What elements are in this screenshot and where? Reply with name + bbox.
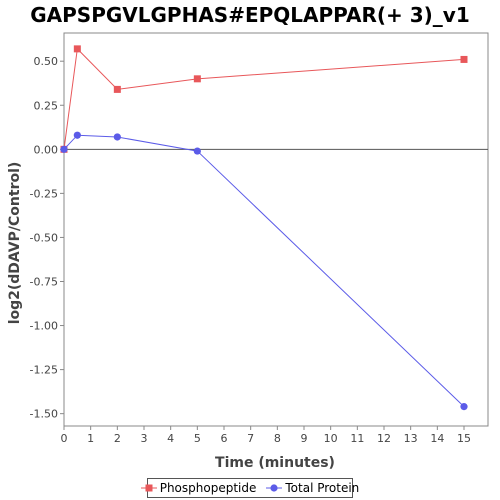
x-tick-label: 8 xyxy=(274,432,281,445)
x-tick-label: 12 xyxy=(377,432,391,445)
y-tick-label: -0.75 xyxy=(30,275,58,288)
x-tick-label: 7 xyxy=(247,432,254,445)
x-tick-label: 4 xyxy=(167,432,174,445)
x-tick-label: 11 xyxy=(350,432,364,445)
data-point-total-protein xyxy=(60,145,68,153)
x-tick-label: 2 xyxy=(114,432,121,445)
y-tick-label: -1.50 xyxy=(30,408,58,421)
data-point-phosphopeptide xyxy=(193,75,201,83)
y-axis-title: log2(dDAVP/Control) xyxy=(7,162,23,325)
plot-frame xyxy=(63,32,489,427)
legend-item-total-protein: Total Protein xyxy=(266,481,359,495)
legend-item-phosphopeptide: Phosphopeptide xyxy=(140,481,257,495)
x-tick-label: 0 xyxy=(61,432,68,445)
x-tick-label: 1 xyxy=(87,432,94,445)
legend-swatch-phosphopeptide xyxy=(140,484,157,492)
x-axis-title: Time (minutes) xyxy=(215,455,335,471)
y-tick-label: -1.00 xyxy=(30,320,58,333)
data-point-total-protein xyxy=(73,131,81,139)
data-point-total-protein xyxy=(193,147,201,155)
legend-label-total-protein: Total Protein xyxy=(285,481,360,495)
y-tick-label: -0.25 xyxy=(30,187,58,200)
data-point-phosphopeptide xyxy=(73,45,81,53)
data-point-phosphopeptide xyxy=(113,85,121,93)
data-point-total-protein xyxy=(460,403,468,411)
data-point-total-protein xyxy=(113,133,121,141)
x-tick-label: 3 xyxy=(141,432,148,445)
legend: Phosphopeptide Total Protein xyxy=(140,478,359,498)
y-tick-label: 0.50 xyxy=(34,55,59,68)
x-tick-label: 15 xyxy=(457,432,471,445)
y-tick-label: 0.00 xyxy=(34,143,59,156)
x-tick-label: 5 xyxy=(194,432,201,445)
legend-swatch-total-protein xyxy=(266,484,283,492)
x-tick-label: 6 xyxy=(221,432,228,445)
x-tick-label: 14 xyxy=(430,432,444,445)
y-tick-label: -1.25 xyxy=(30,364,58,377)
chart-title: GAPSPGVLGPHAS#EPQLAPPAR(+ 3)_v1 xyxy=(30,3,470,27)
y-tick-label: -0.50 xyxy=(30,231,58,244)
x-tick-label: 10 xyxy=(324,432,338,445)
data-point-phosphopeptide xyxy=(460,55,468,63)
x-tick-label: 9 xyxy=(301,432,308,445)
legend-label-phosphopeptide: Phosphopeptide xyxy=(159,481,257,495)
y-tick-label: 0.25 xyxy=(34,99,59,112)
x-tick-label: 13 xyxy=(404,432,418,445)
